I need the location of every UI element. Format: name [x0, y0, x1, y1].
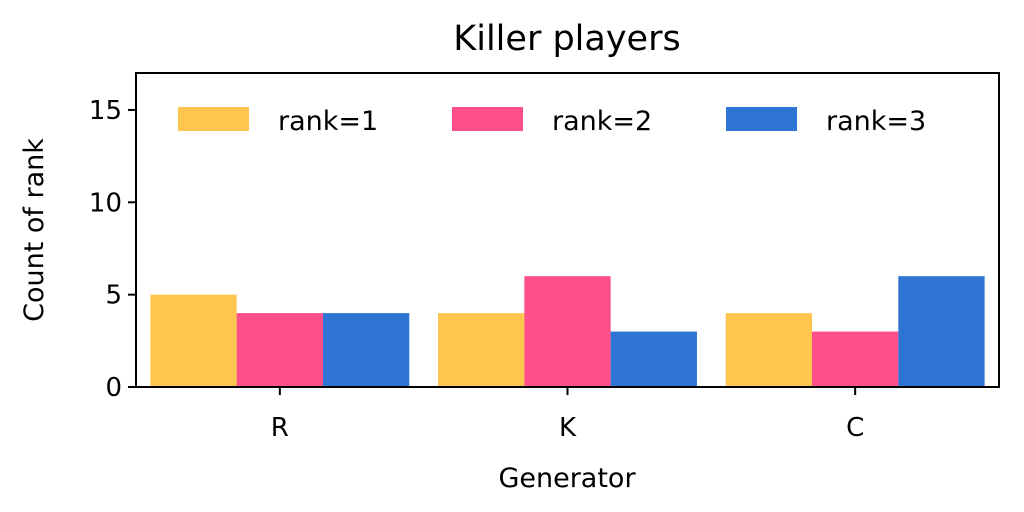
bar-R-rank=3	[322, 313, 410, 387]
x-tick-label: R	[271, 413, 289, 443]
legend: rank=1 rank=2 rank=3	[178, 106, 926, 137]
bars-group	[150, 276, 985, 387]
bar-R-rank=1	[150, 294, 237, 387]
legend-label: rank=2	[552, 106, 652, 137]
x-tick-label: C	[846, 413, 864, 443]
y-tick-label: 15	[89, 96, 122, 126]
legend-label: rank=1	[278, 106, 378, 137]
y-tick-label: 10	[89, 188, 122, 218]
bar-R-rank=2	[236, 313, 323, 387]
legend-swatch-rank=1	[178, 107, 249, 131]
bar-K-rank=1	[438, 313, 525, 387]
x-tick-label: K	[559, 413, 577, 443]
legend-label: rank=3	[826, 106, 926, 137]
legend-swatch-rank=2	[452, 107, 523, 131]
chart-title: Killer players	[453, 19, 680, 59]
x-axis-label: Generator	[498, 463, 636, 494]
bar-C-rank=1	[725, 313, 813, 387]
y-axis-ticks: 0 5 10 15	[89, 96, 136, 403]
bar-C-rank=3	[898, 276, 985, 387]
bar-K-rank=2	[524, 276, 611, 387]
y-tick-label: 0	[105, 373, 122, 403]
plot-frame	[135, 72, 1000, 388]
legend-swatch-rank=3	[726, 107, 797, 131]
bar-C-rank=2	[812, 331, 899, 387]
y-axis-label: Count of rank	[19, 138, 50, 322]
y-tick-label: 5	[105, 281, 122, 311]
bar-K-rank=3	[610, 331, 697, 387]
